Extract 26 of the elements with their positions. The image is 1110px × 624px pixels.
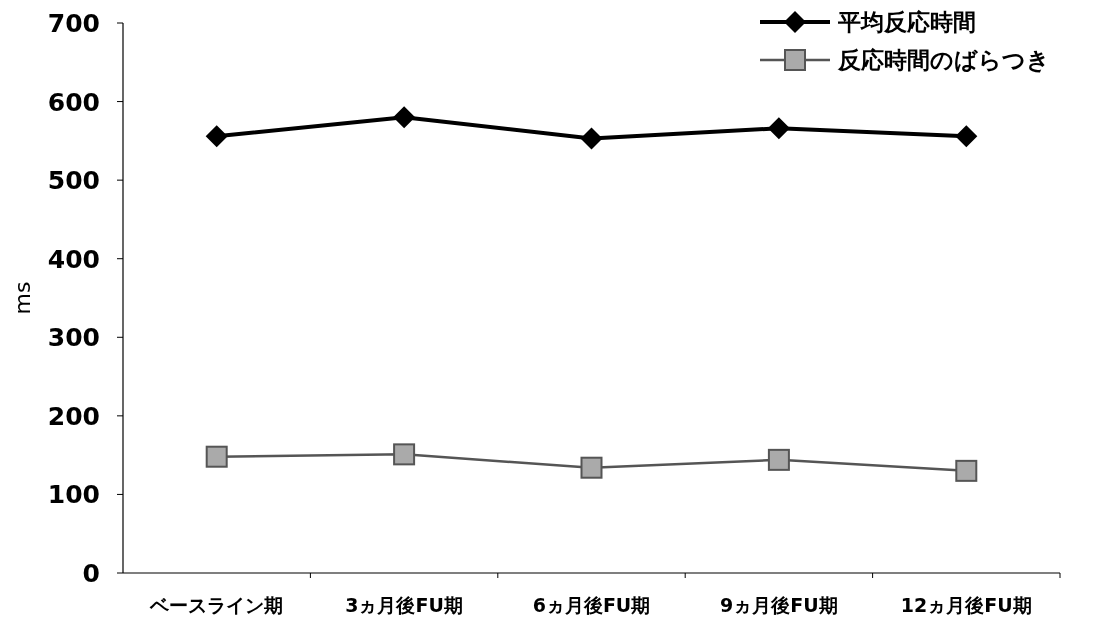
y-axis-title: ms	[10, 281, 35, 315]
point	[955, 459, 978, 482]
point	[580, 456, 603, 479]
legend-label: 反応時間のばらつき	[837, 47, 1050, 73]
y-tick-label: 200	[47, 401, 100, 431]
point	[767, 448, 790, 471]
y-tick-label: 700	[47, 9, 100, 38]
y-tick-label: 400	[47, 244, 100, 274]
point	[767, 117, 790, 140]
point	[393, 106, 416, 129]
y-tick-label: 300	[47, 323, 100, 353]
x-tick-label: 6ヵ月後FU期	[532, 594, 651, 616]
point	[205, 125, 228, 148]
y-tick-label: 500	[47, 166, 100, 196]
point	[205, 445, 228, 468]
x-tick-label: 9ヵ月後FU期	[720, 594, 838, 616]
y-tick-label: 600	[47, 87, 100, 117]
point	[393, 443, 416, 466]
x-tick-label: ベースライン期	[149, 594, 284, 616]
y-tick-label: 0	[82, 559, 100, 588]
legend-label: 平均反応時間	[837, 9, 976, 35]
x-tick-label: 12ヵ月後FU期	[900, 594, 1032, 616]
point	[955, 125, 978, 148]
y-tick-label: 100	[47, 480, 100, 510]
point	[580, 127, 603, 150]
x-tick-label: 3ヵ月後FU期	[345, 594, 463, 616]
